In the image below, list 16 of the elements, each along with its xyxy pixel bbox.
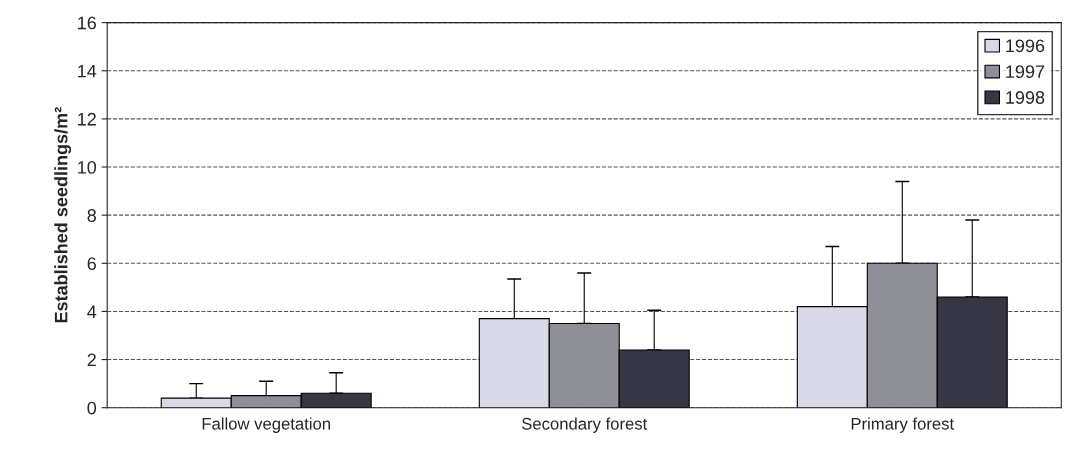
- y-tick-label: 4: [87, 305, 97, 318]
- x-tick-label: Fallow vegetation: [202, 417, 330, 433]
- y-axis-title: Established seedlings/m²: [54, 107, 72, 323]
- legend-label: 1997: [1006, 65, 1045, 79]
- y-tick-label: 16: [78, 16, 96, 30]
- legend-label: 1996: [1006, 39, 1045, 53]
- y-tick-label: 2: [87, 353, 96, 367]
- x-tick-label: Primary forest: [851, 417, 955, 433]
- legend-label: 1998: [1006, 91, 1045, 104]
- x-tick-label: Secondary forest: [522, 417, 648, 433]
- y-tick-label: 0: [87, 401, 97, 415]
- y-tick-label: 8: [87, 209, 96, 222]
- y-tick-label: 6: [87, 257, 96, 271]
- y-tick-label: 14: [78, 64, 97, 78]
- y-tick-label: 10: [78, 160, 97, 174]
- y-tick-label: 12: [78, 112, 96, 126]
